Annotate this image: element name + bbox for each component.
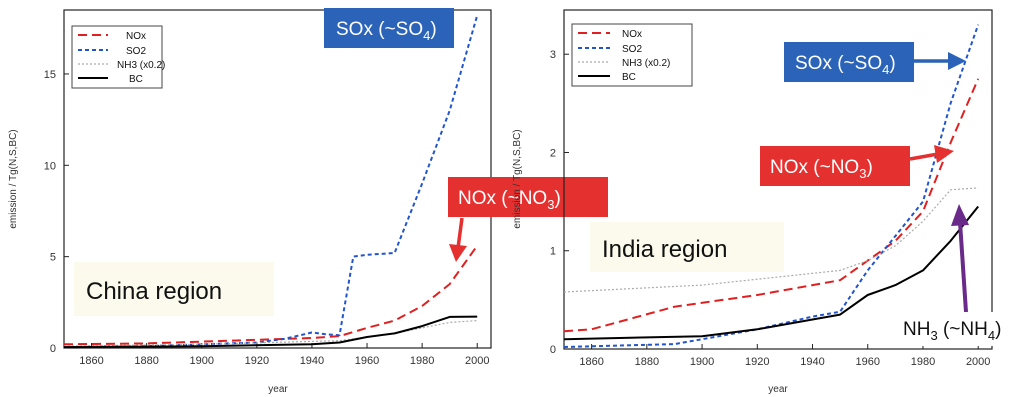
nh3-arrow-head	[951, 204, 969, 226]
y-axis-label: emission / Tg(N,S,BC)	[512, 129, 523, 228]
nh3-annotation-box	[898, 312, 1008, 346]
nox-arrow	[456, 217, 464, 249]
x-axis-label: year	[268, 384, 288, 395]
series-line-so2	[563, 24, 980, 348]
x-tick-label: 1860	[579, 356, 603, 368]
region-label: India region	[602, 236, 727, 263]
x-tick-label: 1960	[355, 355, 379, 367]
legend-label-nh3: NH3 (x0.2)	[117, 60, 165, 71]
y-tick-label: 15	[44, 69, 56, 81]
x-tick-label: 1880	[635, 356, 659, 368]
x-tick-label: 1980	[410, 355, 434, 367]
y-tick-label: 0	[50, 343, 56, 355]
legend-label-nox: NOx	[622, 29, 642, 40]
y-tick-label: 0	[550, 344, 556, 356]
sox-annotation: SOx (~SO4)	[336, 19, 437, 43]
series-line-nox	[63, 245, 479, 346]
y-axis-label: emission / Tg(N,S,BC)	[8, 129, 19, 228]
legend-label-so2: SO2	[622, 44, 642, 55]
x-tick-label: 1900	[189, 355, 213, 367]
series-lines	[63, 15, 479, 349]
x-tick-label: 1960	[855, 356, 879, 368]
x-tick-label: 1940	[300, 355, 324, 367]
nh3-arrow	[958, 221, 968, 313]
series-line-nh3	[63, 320, 478, 347]
tick-labels: 1860 1880 1900 1920 1940 1960 1980 2000 0 1 2 3	[550, 49, 991, 368]
nh3-annotation: NH3 (~NH4)	[903, 319, 1001, 343]
y-tick-label: 10	[44, 160, 56, 172]
x-tick-label: 2000	[966, 356, 990, 368]
nox-arrow-head	[449, 244, 467, 262]
y-tick-label: 3	[550, 49, 556, 61]
nox-annotation-box	[448, 177, 608, 217]
sox-annotation: SOx (~SO4)	[795, 53, 896, 77]
series-line-nh3	[563, 187, 979, 293]
x-tick-label: 1860	[79, 355, 103, 367]
region-label-bg	[590, 222, 784, 272]
y-tick-label: 2	[550, 147, 556, 159]
legend-label-nox: NOx	[126, 31, 146, 42]
y-tick-label: 1	[550, 246, 556, 258]
x-tick-label: 1920	[745, 356, 769, 368]
series-line-nox	[563, 78, 980, 333]
series-lines	[563, 24, 980, 348]
legend-label-so2: SO2	[126, 46, 146, 57]
x-tick-label: 1940	[800, 356, 824, 368]
series-line-bc	[63, 315, 478, 349]
x-tick-label: 1920	[245, 355, 269, 367]
nox-arrow-head	[934, 145, 954, 163]
sox-arrow-head	[948, 52, 966, 70]
series-line-bc	[563, 205, 979, 341]
region-label: China region	[86, 278, 222, 305]
india-chart: 1860 1880 1900 1920 1940 1960 1980 2000 0 1 2 3 yea…	[512, 9, 1008, 395]
plot-frame	[563, 9, 993, 350]
series-line-so2	[63, 15, 479, 349]
tick-marks	[564, 53, 979, 350]
legend: NOx SO2 NH3 (x0.2) BC	[571, 23, 693, 87]
legend-label-nh3: NH3 (x0.2)	[622, 58, 670, 69]
nox-arrow	[909, 152, 939, 161]
legend: NOx SO2 NH3 (x0.2) BC	[71, 25, 165, 89]
y-tick-label: 5	[50, 252, 56, 264]
nox-annotation-box	[760, 146, 910, 186]
sox-annotation-box	[784, 42, 914, 82]
legend-label-bc: BC	[129, 74, 143, 85]
x-tick-label: 1880	[134, 355, 158, 367]
legend-label-bc: BC	[622, 72, 636, 83]
x-tick-label: 1900	[690, 356, 714, 368]
x-tick-label: 2000	[465, 355, 489, 367]
x-tick-label: 1980	[911, 356, 935, 368]
sox-annotation-box	[324, 8, 454, 48]
region-label-bg	[74, 262, 274, 316]
nox-annotation: NOx (~NO3)	[770, 157, 873, 181]
tick-labels: 1860 1880 1900 1920 1940 1960 1980 2000 0 5 10 15	[44, 69, 490, 367]
x-axis-label: year	[768, 384, 788, 395]
nox-annotation: NOx (~NO3)	[458, 188, 561, 212]
